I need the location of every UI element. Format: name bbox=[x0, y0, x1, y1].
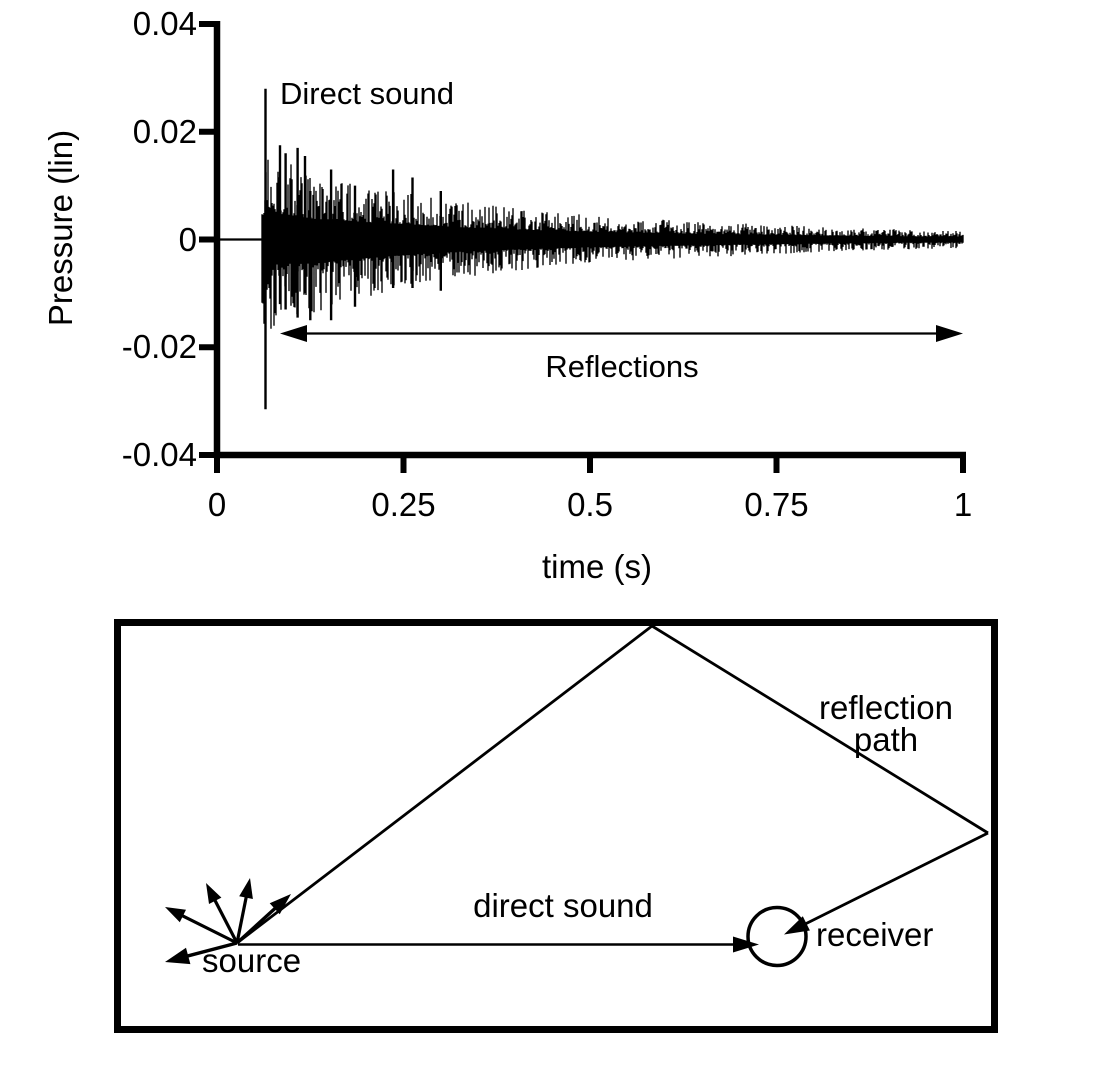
room-boundary bbox=[114, 619, 998, 1033]
x-tick-labels: 0 0.25 0.5 0.75 1 bbox=[208, 486, 972, 523]
reflections-span-arrow-tail-head bbox=[280, 325, 307, 342]
source-ray-up-1-head bbox=[206, 883, 222, 904]
receiver-label: receiver bbox=[816, 916, 933, 953]
source-ray-up-1-shaft bbox=[210, 894, 239, 944]
reflections-annotation: Reflections bbox=[545, 349, 698, 384]
reflections-span-arrow-head bbox=[936, 325, 963, 342]
source-ray-up-2-shaft bbox=[235, 891, 249, 944]
source-label: source bbox=[202, 942, 301, 979]
reflection-path-leg-1 bbox=[236, 624, 653, 945]
reflection-to-receiver-arrow-head bbox=[784, 916, 810, 935]
direct-sound-label: direct sound bbox=[473, 887, 653, 924]
receiver-marker bbox=[746, 905, 808, 968]
x-tick-label: 0.75 bbox=[744, 486, 808, 523]
direct-sound-arrow-head bbox=[733, 936, 759, 953]
x-tick-label: 1 bbox=[954, 486, 972, 523]
source-ray-up-right-shaft bbox=[235, 903, 281, 945]
reflection-to-receiver-arrow-shaft bbox=[799, 831, 989, 928]
direct-sound-annotation: Direct sound bbox=[280, 76, 454, 111]
y-tick-label: 0 bbox=[179, 221, 197, 258]
waveform-peak-spikes bbox=[264, 88, 442, 410]
source-ray-down-left-shaft bbox=[180, 941, 238, 960]
x-axis-title: time (s) bbox=[542, 548, 652, 585]
y-axis-title: Pressure (lin) bbox=[42, 130, 79, 326]
room-diagram: source direct sound receiver reflection … bbox=[114, 325, 998, 1033]
y-tick-label: -0.04 bbox=[122, 436, 197, 473]
reflection-path-label-line1: reflection bbox=[819, 689, 953, 726]
source-ray-up-right-head bbox=[269, 894, 291, 915]
x-tick-label: 0.5 bbox=[567, 486, 613, 523]
reflection-path-label-line2: path bbox=[854, 721, 918, 758]
y-tick-label: 0.02 bbox=[133, 113, 197, 150]
impulse-response-chart: 0.04 0.02 0 -0.02 -0.04 0 0.25 0.5 0.75 … bbox=[42, 5, 972, 585]
x-tick-label: 0 bbox=[208, 486, 226, 523]
source-ray-down-left-head bbox=[165, 947, 191, 965]
y-tick-label: -0.02 bbox=[122, 328, 197, 365]
arrow-layer bbox=[165, 325, 989, 965]
x-tick-marks bbox=[214, 458, 966, 473]
y-tick-labels: 0.04 0.02 0 -0.02 -0.04 bbox=[122, 5, 197, 473]
y-tick-label: 0.04 bbox=[133, 5, 197, 42]
waveform-trace bbox=[261, 159, 964, 329]
source-ray-up-left-shaft bbox=[176, 911, 238, 945]
source-ray-up-left-head bbox=[165, 907, 186, 923]
x-tick-label: 0.25 bbox=[371, 486, 435, 523]
y-tick-marks bbox=[199, 21, 214, 458]
reflection-path-leg-2 bbox=[651, 624, 989, 835]
source-ray-up-2-head bbox=[239, 878, 253, 899]
